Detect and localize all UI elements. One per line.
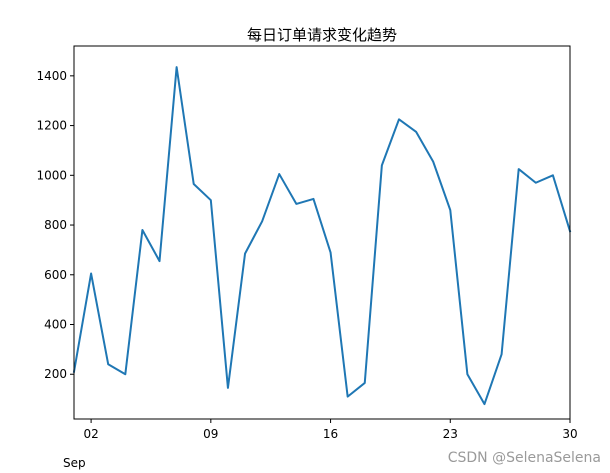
series-line [72,66,572,406]
y-axis: 200 400 600 800 1000 1200 1400 [36,69,74,381]
x-tick-label: 02 [83,427,98,441]
y-tick-label: 1400 [36,69,67,83]
plot-area-frame [73,45,571,420]
x-tick-label: 23 [443,427,458,441]
watermark-text: CSDN @SelenaSelena [448,450,601,466]
y-tick-label: 400 [44,318,67,332]
chart-title: 每日订单请求变化趋势 [247,26,397,44]
x-tick-label: 09 [203,427,218,441]
y-tick-label: 1200 [36,119,67,133]
x-tick-label: 16 [323,427,338,441]
x-tick-label: 30 [562,427,577,441]
y-tick-label: 1000 [36,168,67,182]
x-axis: 02 09 16 23 30 [83,419,578,441]
y-tick-label: 600 [44,268,67,282]
series-layer [72,66,572,406]
y-tick-label: 800 [44,218,67,232]
y-tick-label: 200 [44,367,67,381]
x-axis-month-label: Sep [63,456,86,470]
